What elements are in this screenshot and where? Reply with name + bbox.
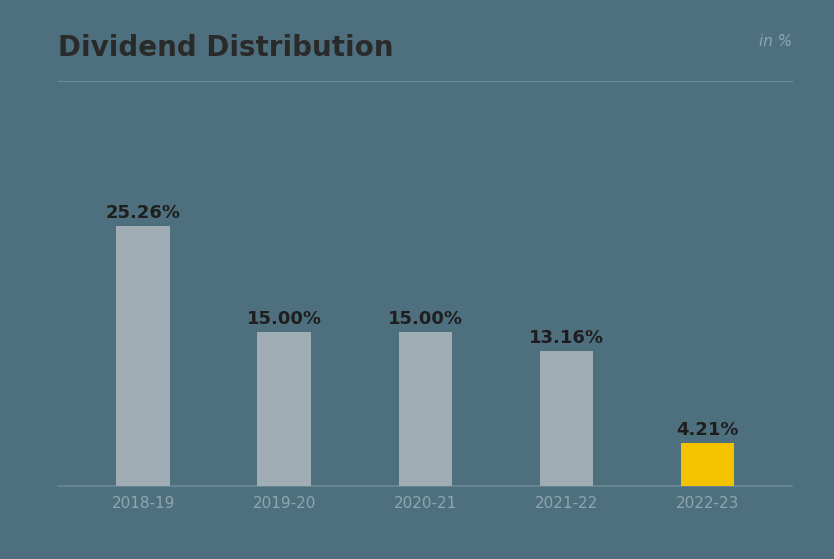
- Text: in %: in %: [759, 34, 792, 49]
- Bar: [540, 350, 593, 486]
- Bar: [681, 443, 735, 486]
- Text: 15.00%: 15.00%: [247, 310, 322, 328]
- Text: 25.26%: 25.26%: [106, 204, 181, 222]
- Bar: [116, 226, 170, 486]
- Bar: [399, 331, 452, 486]
- Text: 13.16%: 13.16%: [529, 329, 604, 347]
- Text: 4.21%: 4.21%: [676, 421, 739, 439]
- Bar: [258, 331, 311, 486]
- Text: 15.00%: 15.00%: [388, 310, 463, 328]
- Text: Dividend Distribution: Dividend Distribution: [58, 34, 394, 61]
